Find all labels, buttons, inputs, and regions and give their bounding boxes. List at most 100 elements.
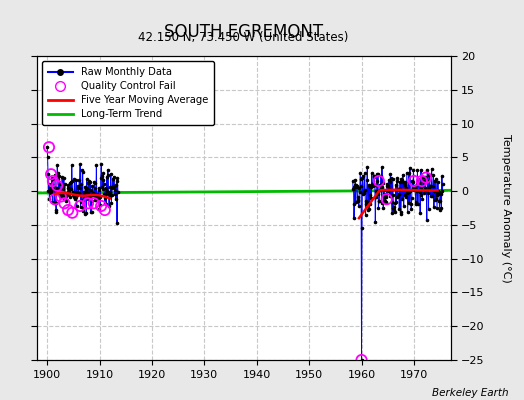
Point — [69, 189, 77, 196]
Point — [362, 200, 370, 207]
Point — [386, 171, 395, 178]
Point — [402, 170, 411, 176]
Point — [384, 182, 392, 189]
Point — [51, 172, 59, 178]
Point — [59, 192, 68, 198]
Point — [357, 357, 366, 363]
Point — [69, 190, 78, 197]
Point — [418, 178, 426, 184]
Point — [90, 200, 98, 206]
Point — [372, 194, 380, 201]
Point — [422, 174, 430, 181]
Point — [420, 180, 428, 186]
Point — [432, 176, 440, 182]
Point — [97, 203, 105, 209]
Point — [107, 170, 115, 177]
Point — [58, 193, 66, 200]
Point — [85, 178, 93, 184]
Point — [74, 184, 82, 191]
Point — [54, 187, 63, 193]
Point — [428, 166, 436, 172]
Point — [110, 173, 118, 180]
Point — [103, 174, 111, 180]
Point — [104, 166, 112, 173]
Point — [68, 178, 77, 184]
Point — [89, 192, 97, 199]
Point — [394, 175, 402, 181]
Point — [76, 161, 84, 168]
Point — [100, 190, 108, 197]
Point — [419, 178, 428, 185]
Point — [403, 208, 412, 215]
Point — [79, 169, 87, 176]
Point — [356, 170, 364, 176]
Point — [65, 188, 73, 194]
Point — [362, 212, 370, 218]
Point — [358, 173, 367, 179]
Point — [69, 192, 77, 198]
Point — [62, 193, 70, 200]
Point — [48, 198, 57, 205]
Point — [421, 185, 430, 191]
Point — [112, 182, 121, 188]
Point — [366, 201, 374, 207]
Point — [394, 185, 402, 192]
Point — [418, 182, 426, 189]
Point — [348, 178, 357, 184]
Title: SOUTH EGREMONT: SOUTH EGREMONT — [164, 22, 323, 40]
Point — [102, 190, 111, 197]
Point — [45, 144, 53, 150]
Point — [45, 188, 53, 194]
Text: Berkeley Earth: Berkeley Earth — [432, 388, 508, 398]
Point — [94, 193, 102, 199]
Point — [407, 200, 415, 207]
Point — [48, 175, 56, 181]
Point — [424, 206, 433, 212]
Point — [352, 199, 360, 206]
Point — [412, 198, 420, 205]
Point — [359, 191, 367, 197]
Point — [91, 196, 99, 203]
Point — [370, 182, 379, 189]
Point — [378, 184, 387, 190]
Point — [66, 180, 74, 187]
Point — [61, 198, 70, 204]
Point — [45, 181, 53, 188]
Point — [61, 181, 69, 187]
Point — [399, 203, 408, 210]
Point — [377, 199, 386, 206]
Point — [63, 184, 72, 191]
Point — [43, 144, 51, 150]
Point — [414, 176, 422, 182]
Point — [91, 185, 100, 191]
Point — [431, 197, 440, 204]
Point — [85, 187, 94, 193]
Point — [104, 191, 113, 198]
Point — [96, 194, 104, 200]
Point — [111, 190, 119, 197]
Point — [103, 188, 112, 194]
Point — [93, 191, 102, 198]
Point — [431, 196, 440, 202]
Point — [413, 167, 422, 173]
Point — [53, 176, 62, 182]
Point — [101, 195, 110, 201]
Point — [418, 196, 427, 202]
Point — [98, 184, 106, 190]
Point — [399, 179, 408, 186]
Point — [379, 205, 387, 211]
Point — [434, 191, 443, 197]
Point — [50, 183, 58, 190]
Point — [367, 195, 376, 201]
Point — [411, 201, 420, 207]
Point — [74, 183, 83, 189]
Point — [85, 193, 93, 200]
Point — [428, 192, 436, 199]
Point — [45, 196, 53, 202]
Point — [95, 206, 104, 212]
Point — [397, 175, 406, 182]
Point — [433, 192, 442, 198]
Point — [388, 210, 396, 216]
Point — [47, 183, 56, 190]
Point — [386, 193, 394, 199]
